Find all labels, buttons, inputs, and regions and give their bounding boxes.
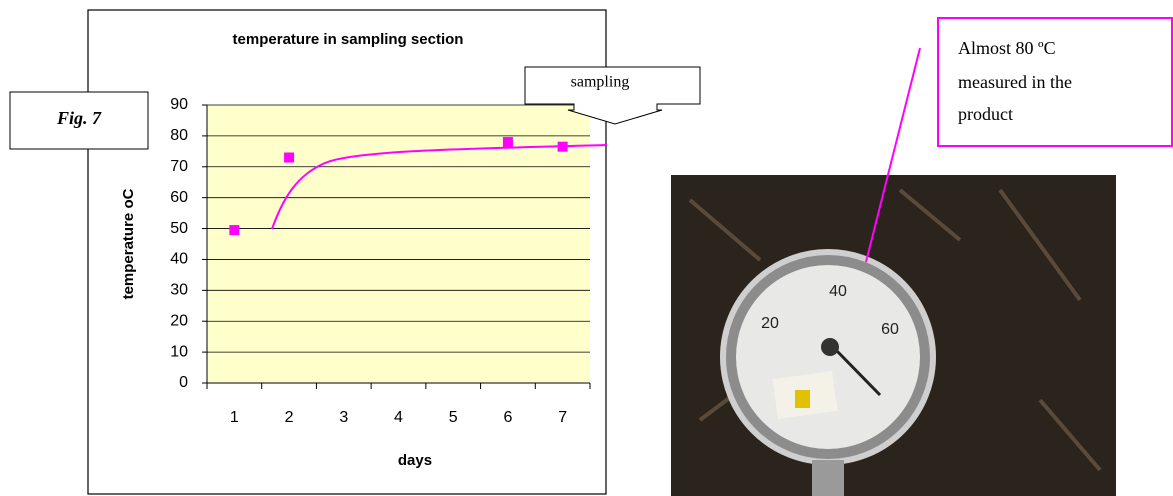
y-tick-label: 50 bbox=[170, 220, 188, 237]
y-tick-label: 40 bbox=[170, 251, 188, 268]
marker bbox=[558, 142, 568, 152]
dial-label: 60 bbox=[881, 321, 899, 338]
y-tick-label: 80 bbox=[170, 127, 188, 144]
x-tick-label: 7 bbox=[558, 409, 567, 426]
x-tick-label: 3 bbox=[339, 409, 348, 426]
x-tick-label: 1 bbox=[230, 409, 239, 426]
marker bbox=[284, 153, 294, 163]
gauge-stem bbox=[812, 460, 844, 496]
gauge-tag-mark bbox=[795, 390, 810, 408]
x-tick-label: 6 bbox=[503, 409, 512, 426]
x-axis-label: days bbox=[398, 452, 432, 469]
y-tick-label: 60 bbox=[170, 189, 188, 206]
y-tick-label: 0 bbox=[179, 374, 188, 391]
x-tick-label: 4 bbox=[394, 409, 403, 426]
sampling-callout: sampling bbox=[571, 74, 630, 91]
x-tick-label: 2 bbox=[285, 409, 294, 426]
y-tick-label: 20 bbox=[170, 312, 188, 329]
chart-title: temperature in sampling section bbox=[233, 31, 464, 48]
y-axis-label: temperature oC bbox=[120, 188, 137, 299]
figure: temperature in sampling section days tem… bbox=[0, 0, 1173, 496]
y-tick-label: 10 bbox=[170, 343, 188, 360]
gauge-face bbox=[736, 265, 920, 449]
dial-label: 40 bbox=[829, 283, 847, 300]
photo-callout-line: Almost 80 ºC bbox=[958, 38, 1056, 58]
photo-callout-line: measured in the bbox=[958, 72, 1072, 92]
photo: 20 40 60 bbox=[671, 175, 1116, 496]
y-tick-label: 30 bbox=[170, 282, 188, 299]
dial-label: 20 bbox=[761, 315, 779, 332]
marker bbox=[503, 137, 513, 147]
marker bbox=[229, 225, 239, 235]
photo-callout-line: product bbox=[958, 104, 1013, 124]
gauge-hub bbox=[821, 338, 839, 356]
figure-label: Fig. 7 bbox=[56, 108, 102, 128]
y-tick-label: 90 bbox=[170, 96, 188, 113]
y-tick-label: 70 bbox=[170, 158, 188, 175]
x-tick-label: 5 bbox=[449, 409, 458, 426]
